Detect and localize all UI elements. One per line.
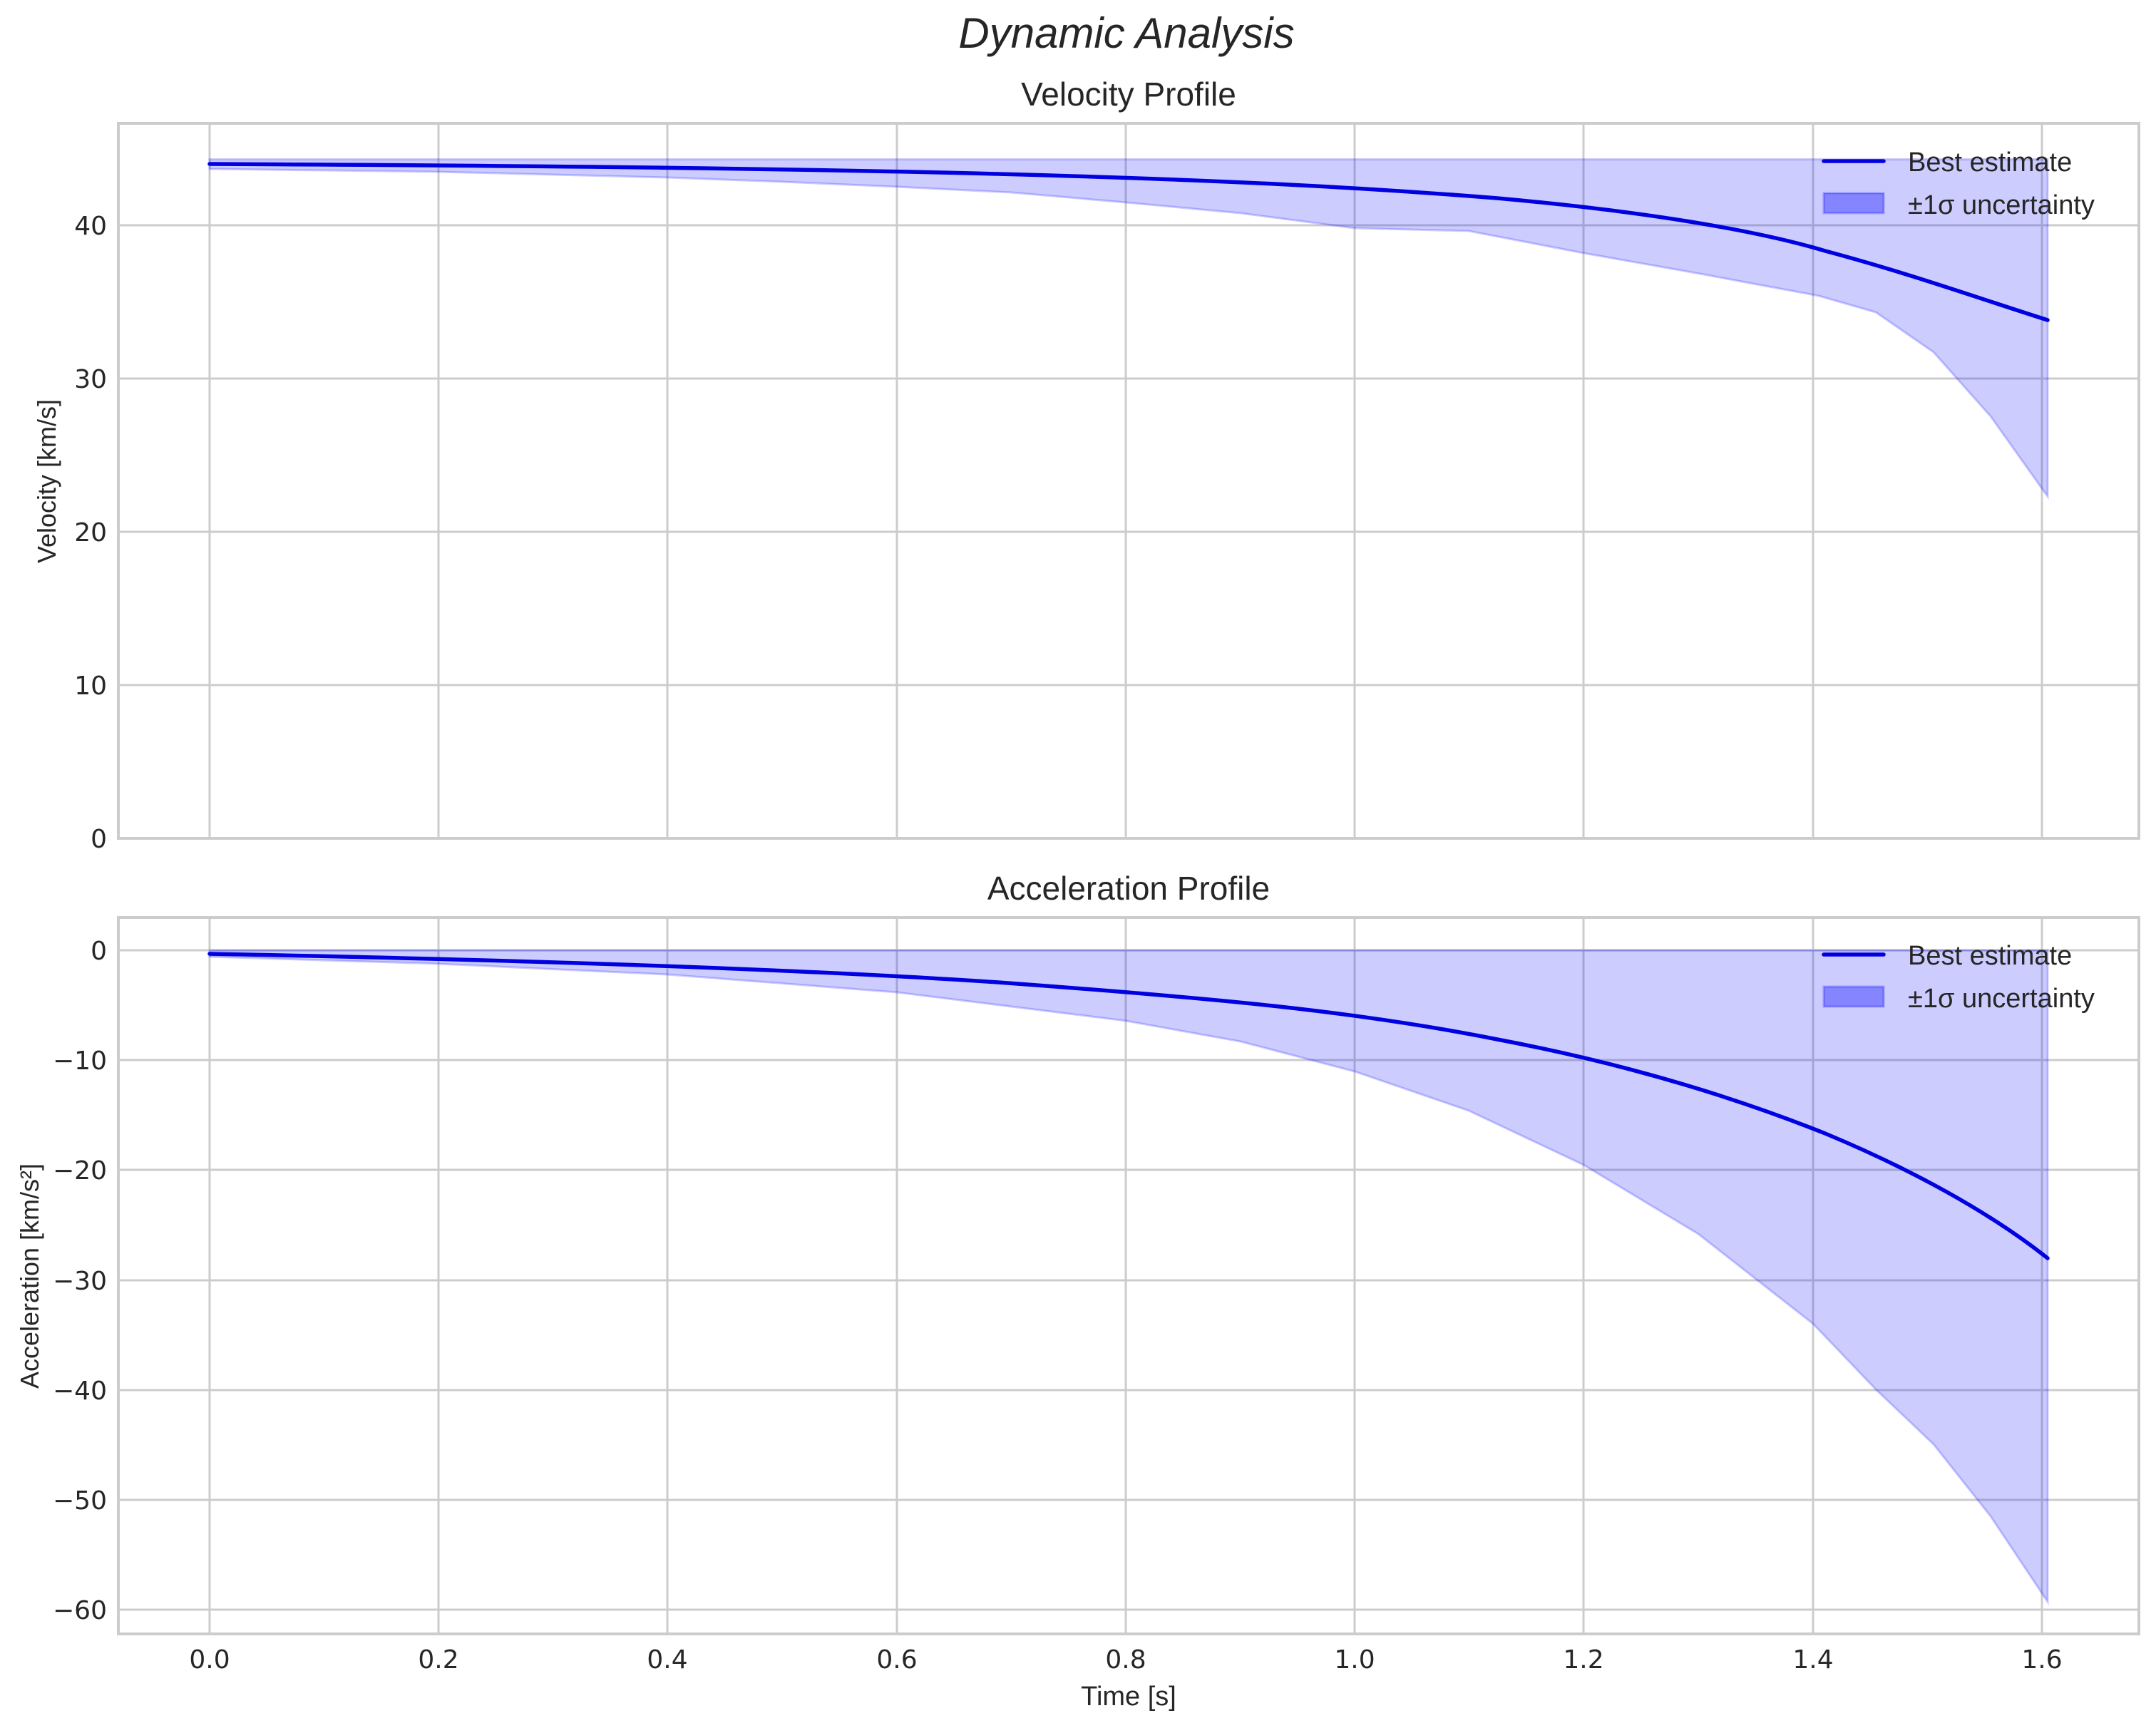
velocity-legend: Best estimate ±1σ uncertainty (1822, 148, 2095, 220)
legend-label-best-estimate: Best estimate (1908, 148, 2072, 178)
ytick-label: 40 (74, 212, 107, 241)
acceleration-axes: Acceleration Profile 0 −10 −20 (15, 870, 2140, 1712)
velocity-best-estimate-line (207, 162, 2050, 322)
legend-label-uncertainty: ±1σ uncertainty (1908, 984, 2095, 1014)
acceleration-ylabel: Acceleration [km/s²] (15, 1163, 44, 1389)
figure-suptitle: Dynamic Analysis (958, 9, 1295, 57)
ytick-label: 10 (74, 672, 107, 701)
ytick-label: −40 (53, 1377, 107, 1406)
ytick-label: 0 (91, 825, 107, 854)
xtick-label: 0.4 (647, 1645, 687, 1675)
acceleration-best-estimate-line (207, 952, 2050, 1260)
acceleration-frame (117, 916, 2140, 1635)
ytick-label: −60 (53, 1596, 107, 1625)
acceleration-xlabel: Time [s] (1081, 1682, 1176, 1712)
xtick-label: 1.2 (1563, 1645, 1603, 1675)
xtick-label: 0.6 (876, 1645, 917, 1675)
acceleration-uncertainty-band (208, 949, 2049, 1605)
xtick-label: 0.0 (189, 1645, 230, 1675)
xtick-label: 1.6 (2021, 1645, 2062, 1675)
ytick-label: 20 (74, 518, 107, 547)
ytick-label: 0 (91, 937, 107, 966)
velocity-title: Velocity Profile (1021, 76, 1236, 113)
legend-label-uncertainty: ±1σ uncertainty (1908, 190, 2095, 220)
ytick-label: 30 (74, 365, 107, 394)
xtick-label: 0.8 (1105, 1645, 1146, 1675)
ytick-label: −50 (53, 1486, 107, 1516)
acceleration-title: Acceleration Profile (987, 870, 1270, 907)
acceleration-grid (118, 917, 2139, 1634)
velocity-frame (117, 122, 2140, 840)
ytick-label: −10 (53, 1046, 107, 1076)
legend-band-swatch (1822, 192, 1885, 215)
velocity-uncertainty-band (208, 158, 2049, 500)
velocity-ylabel: Velocity [km/s] (32, 399, 61, 563)
velocity-grid (118, 123, 2139, 838)
xtick-label: 1.4 (1792, 1645, 1833, 1675)
velocity-axes: Velocity Profile 0 10 20 30 40 Vel (32, 76, 2140, 854)
legend-band-swatch (1822, 985, 1885, 1008)
xtick-label: 1.0 (1334, 1645, 1375, 1675)
legend-label-best-estimate: Best estimate (1908, 941, 2072, 971)
acceleration-yticklabels: 0 −10 −20 −30 −40 −50 −60 (53, 937, 107, 1625)
xtick-label: 0.2 (418, 1645, 458, 1675)
ytick-label: −30 (53, 1267, 107, 1296)
ytick-label: −20 (53, 1156, 107, 1186)
velocity-yticklabels: 0 10 20 30 40 (74, 212, 107, 854)
acceleration-xticklabels: 0.0 0.2 0.4 0.6 0.8 1.0 1.2 1.4 1.6 (189, 1645, 2062, 1675)
acceleration-legend: Best estimate ±1σ uncertainty (1822, 941, 2095, 1014)
